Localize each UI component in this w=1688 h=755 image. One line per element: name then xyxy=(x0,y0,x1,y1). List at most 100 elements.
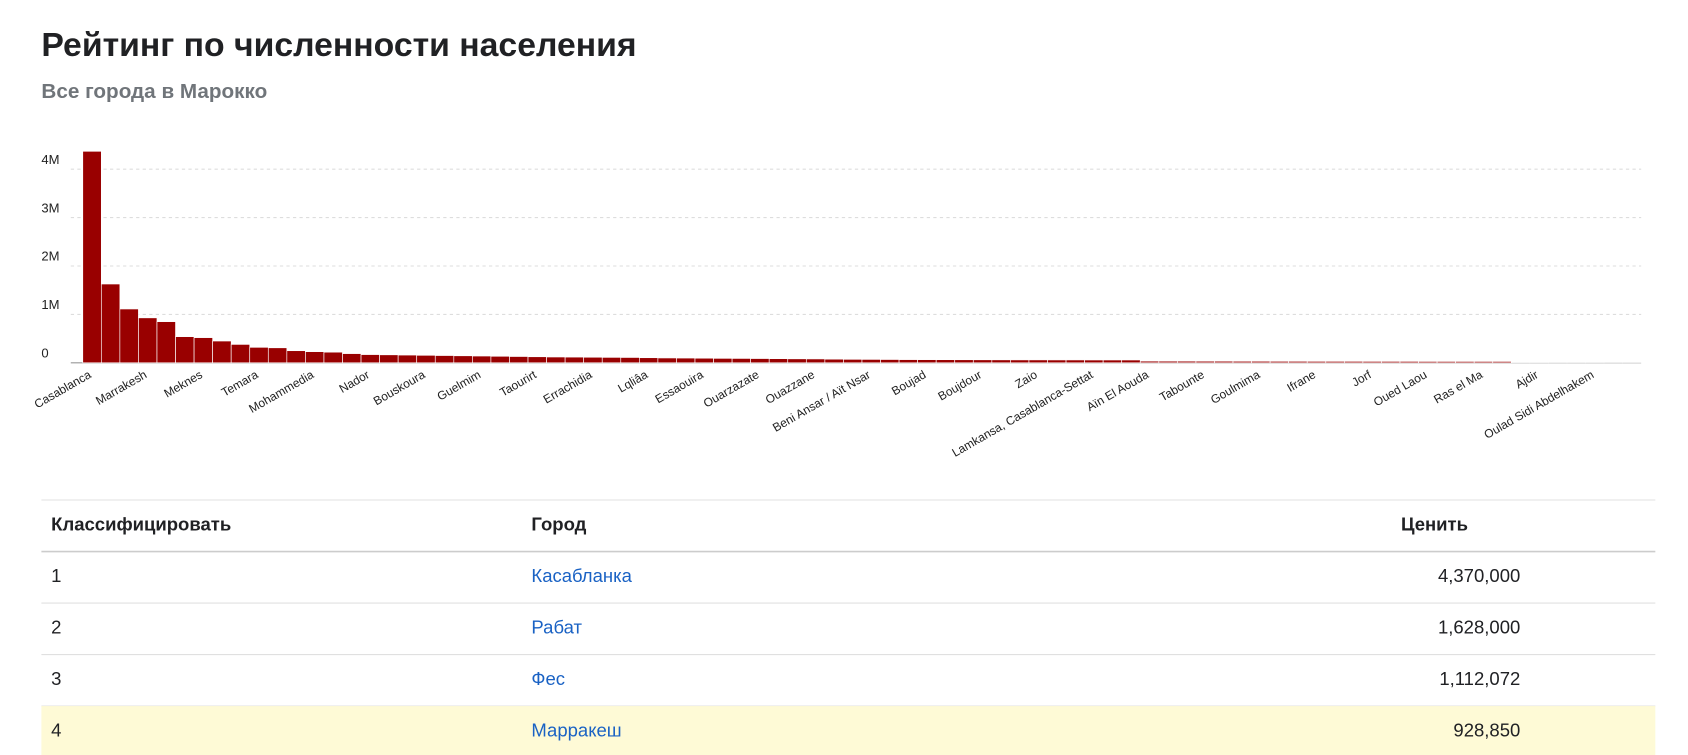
city-link[interactable]: Касабланка xyxy=(531,565,632,586)
bar xyxy=(416,354,436,364)
x-tick-label: Zaio xyxy=(1013,367,1040,391)
bar xyxy=(991,359,1011,364)
bar xyxy=(1065,359,1085,364)
x-tick-label: Marrakesh xyxy=(93,367,149,407)
y-tick-label: 4M xyxy=(41,152,59,167)
bar xyxy=(787,358,807,364)
x-tick-label: Lqliâa xyxy=(615,367,650,395)
bar xyxy=(1177,360,1197,364)
bar xyxy=(1473,361,1494,364)
x-tick-label: Nador xyxy=(337,367,372,395)
table-cell: 928,850 xyxy=(1453,720,1520,741)
bar xyxy=(453,355,473,364)
city-link[interactable]: Марракеш xyxy=(531,720,621,741)
bar xyxy=(954,359,974,364)
x-tick-label: Beni Ansar / Aït Nsar xyxy=(770,367,873,434)
table-cell: 2 xyxy=(51,617,61,638)
bar xyxy=(472,355,492,364)
bar xyxy=(657,357,677,364)
table-cell: 4,370,000 xyxy=(1438,565,1520,586)
bar xyxy=(620,357,640,364)
bar xyxy=(1158,360,1178,364)
bar xyxy=(1492,361,1512,364)
bar xyxy=(843,358,863,364)
x-tick-label: Taourirt xyxy=(497,367,539,399)
x-tick-label: Ras el Ma xyxy=(1431,367,1485,406)
bar xyxy=(323,351,343,364)
bar xyxy=(1399,361,1419,364)
bar xyxy=(156,321,176,364)
table-cell: 1,112,072 xyxy=(1439,668,1520,689)
bar xyxy=(1288,360,1308,364)
chart-subtitle: Все города в Марокко xyxy=(41,80,267,103)
x-tick-label: Essaouira xyxy=(653,367,706,406)
bar xyxy=(731,358,751,364)
bar xyxy=(1195,360,1215,364)
bar xyxy=(1269,360,1290,364)
bar xyxy=(82,150,102,364)
bar xyxy=(1306,361,1327,364)
bar xyxy=(1436,361,1456,364)
bar xyxy=(917,359,937,364)
bar xyxy=(100,283,121,364)
x-tick-label: Errachidia xyxy=(541,367,595,406)
bar xyxy=(1381,361,1401,364)
bar xyxy=(360,354,380,364)
y-tick-label: 3M xyxy=(41,200,59,215)
x-tick-label: Casablanca xyxy=(32,367,94,411)
bar xyxy=(509,356,529,364)
y-tick-label: 1M xyxy=(41,297,59,312)
city-link[interactable]: Фес xyxy=(531,668,565,689)
bar xyxy=(898,359,918,364)
bar xyxy=(249,346,269,364)
bar xyxy=(1214,360,1234,364)
bar xyxy=(175,336,195,364)
bar xyxy=(193,337,213,364)
chart-title: Рейтинг по численности населения xyxy=(41,26,636,64)
y-tick-label: 2M xyxy=(41,249,59,264)
bar xyxy=(601,357,622,364)
bar xyxy=(1121,359,1141,364)
bar xyxy=(546,356,566,364)
bar xyxy=(342,353,362,364)
bar xyxy=(119,308,139,364)
bar xyxy=(379,354,399,364)
x-tick-label: Tabounte xyxy=(1157,367,1207,404)
x-tick-label: Temara xyxy=(219,367,261,399)
bar xyxy=(434,355,455,364)
bar xyxy=(750,358,770,364)
city-link[interactable]: Рабат xyxy=(531,617,582,638)
x-tick-label: Bouskoura xyxy=(371,367,428,408)
table-cell: 4 xyxy=(51,720,61,741)
x-tick-label: Jorf xyxy=(1349,367,1374,389)
x-tick-label: Meknes xyxy=(162,367,205,400)
bar xyxy=(230,344,251,364)
bar xyxy=(1232,360,1252,364)
table-header: Классифицировать xyxy=(51,514,231,535)
bar xyxy=(1047,359,1067,364)
bar xyxy=(694,357,714,364)
bar xyxy=(138,317,158,364)
x-tick-label: Ouarzazate xyxy=(701,367,762,410)
bar xyxy=(972,359,993,364)
bar xyxy=(935,359,956,364)
x-tick-label: Ifrane xyxy=(1284,367,1318,395)
bar xyxy=(1344,361,1364,364)
bar xyxy=(639,357,659,364)
bar xyxy=(1251,360,1271,364)
bar xyxy=(490,355,510,364)
x-tick-label: Boujdour xyxy=(936,367,985,403)
bar xyxy=(397,354,418,364)
y-tick-label: 0 xyxy=(41,346,48,361)
bar xyxy=(286,350,306,364)
bar xyxy=(861,359,881,364)
table-header: Ценить xyxy=(1401,514,1468,535)
x-tick-label: Guelmim xyxy=(435,367,483,403)
bar xyxy=(713,358,733,364)
table-cell: 1 xyxy=(51,565,61,586)
x-tick-label: Ajdir xyxy=(1513,367,1541,391)
bar xyxy=(1139,360,1160,364)
bar xyxy=(267,347,288,364)
